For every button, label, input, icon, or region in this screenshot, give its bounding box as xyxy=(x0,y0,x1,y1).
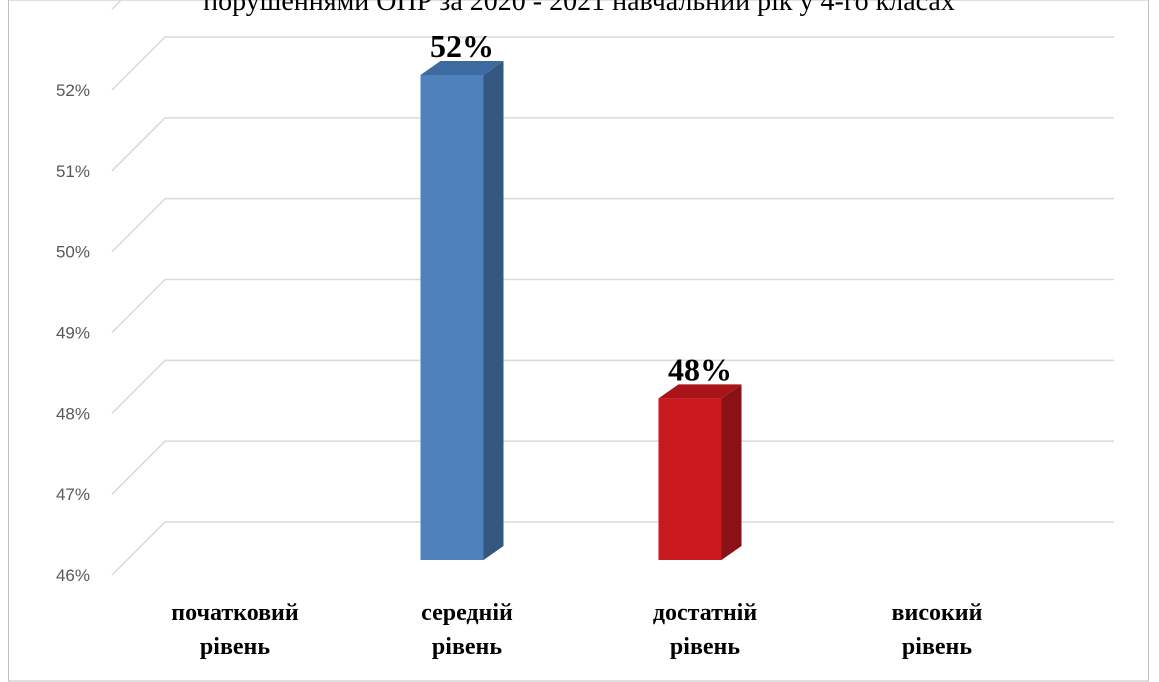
gridline xyxy=(111,36,1114,91)
x-axis-categories: початковий рівень середній рівень достатній р… xyxy=(171,600,982,660)
gridline xyxy=(111,278,1114,334)
gridline xyxy=(111,359,1114,414)
y-tick-label: 52% xyxy=(56,81,90,100)
y-tick-label: 49% xyxy=(56,324,90,343)
gridline xyxy=(111,521,1114,576)
bar-top xyxy=(658,384,742,399)
y-tick-label: 46% xyxy=(56,566,90,585)
chart-border xyxy=(8,0,1149,682)
bar-top xyxy=(420,61,504,75)
y-tick-label: 51% xyxy=(56,162,90,181)
bar-side xyxy=(721,384,742,560)
y-axis-ticks: 46% 47% 48% 49% 50% 51% 52% xyxy=(56,81,90,585)
y-tick-label: 47% xyxy=(56,485,90,504)
gridline xyxy=(111,117,1114,172)
data-label: 52% xyxy=(430,28,494,64)
bars xyxy=(420,61,742,560)
chart-title: порушеннями ОПР за 2020 - 2021 навчальни… xyxy=(203,0,955,17)
y-tick-label: 50% xyxy=(56,243,90,262)
data-label: 48% xyxy=(668,351,732,387)
x-category-label: середній рівень xyxy=(421,600,513,660)
gridline xyxy=(111,440,1114,495)
bar-front xyxy=(420,75,484,560)
y-tick-label: 48% xyxy=(56,404,90,423)
bar-front xyxy=(658,398,722,560)
gridlines xyxy=(111,0,1114,576)
bar xyxy=(420,61,504,560)
gridline xyxy=(111,197,1114,253)
bar-side xyxy=(483,61,504,560)
bar xyxy=(658,384,742,560)
data-labels: 52% 48% xyxy=(430,28,732,387)
x-category-label: високий рівень xyxy=(892,600,983,660)
x-category-label: достатній рівень xyxy=(653,600,758,660)
x-category-label: початковий рівень xyxy=(171,600,299,660)
